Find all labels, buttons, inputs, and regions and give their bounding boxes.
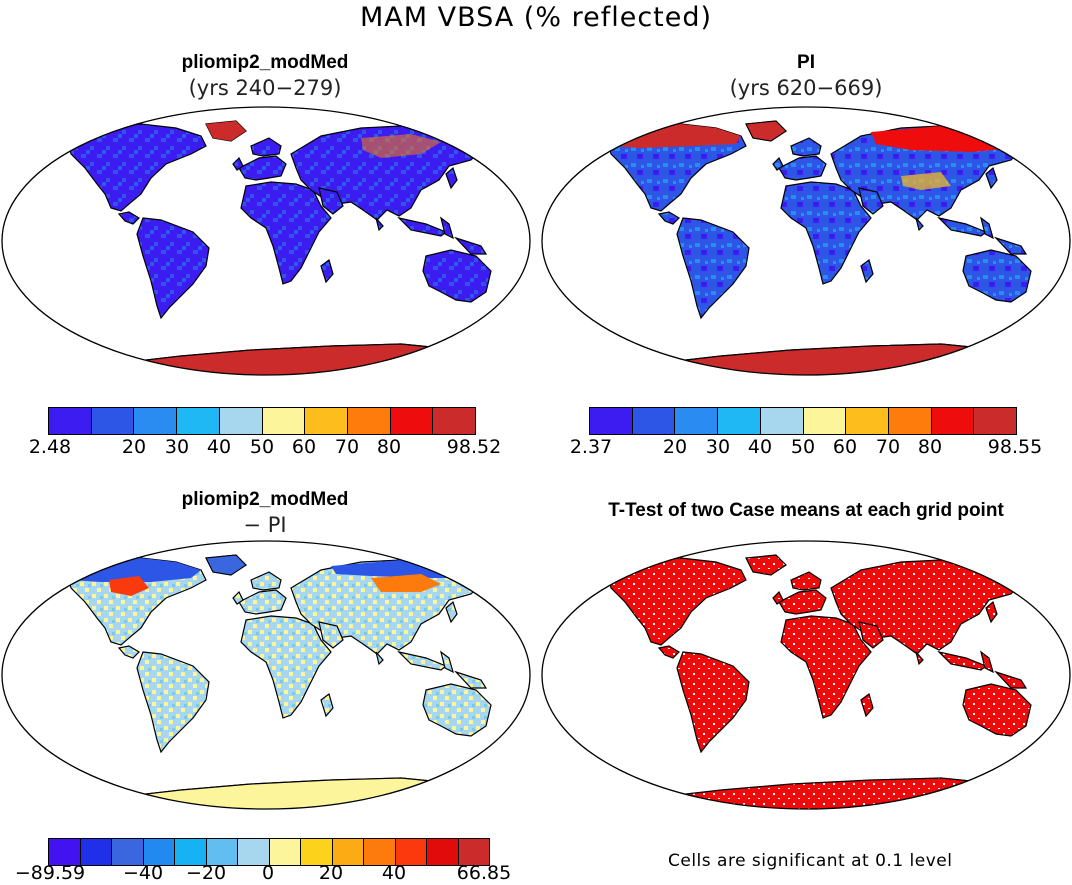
panel-3-title: pliomip2_modMed (181, 489, 349, 510)
colorbar-1-tick-label: 60 (291, 436, 317, 458)
colorbar-2-swatch (590, 408, 633, 434)
colorbar-3-tick-label: −89.59 (14, 862, 86, 884)
siberia-highlight (371, 574, 441, 592)
colorbar-2-swatch (632, 408, 676, 434)
colorbar-1-tick-label: 20 (121, 436, 147, 458)
panel-2-title: PI (797, 52, 815, 73)
colorbar-2-tick-label: 60 (832, 436, 858, 458)
colorbar-2-swatch (846, 408, 889, 434)
colorbar-2-swatch (931, 408, 975, 434)
greenland-highlight (745, 120, 787, 142)
colorbar-3-swatch (301, 839, 333, 865)
map-panel-3 (1, 540, 531, 810)
antarctica-highlight (650, 343, 1043, 375)
colorbar-1-swatch (134, 408, 178, 434)
arctic-canada-highlight (606, 124, 741, 148)
colorbar-3-swatch (206, 839, 238, 865)
colorbar-2-swatch (974, 408, 1017, 434)
colorbar-1-tick-label: 98.52 (446, 436, 502, 458)
colorbar-1-swatch (347, 408, 391, 434)
colorbar-1-tick-label: 80 (376, 436, 402, 458)
colorbar-2-swatch (675, 408, 719, 434)
colorbar-3-tick-label: 40 (381, 862, 407, 884)
colorbar-3-swatch (458, 839, 489, 865)
colorbar-1-tick-label: 70 (334, 436, 360, 458)
colorbar-2-tick-label: 2.37 (569, 436, 613, 458)
siberia-cool (331, 560, 471, 578)
panel-4-title: T-Test of two Case means at each grid po… (608, 500, 1004, 521)
colorbar-1-tick-label: 30 (164, 436, 190, 458)
colorbar-1-swatch (433, 408, 476, 434)
colorbar-2-swatch (888, 408, 932, 434)
colorbar-2-tick-label: 50 (790, 436, 816, 458)
map-panel-4 (541, 540, 1071, 810)
colorbar-2 (589, 407, 1017, 435)
panel-2-subtitle: (yrs 620−669) (729, 76, 883, 100)
map-panel-1 (1, 106, 531, 376)
colorbar-3-swatch (364, 839, 396, 865)
colorbar-1-swatch (305, 408, 348, 434)
colorbar-3-swatch (427, 839, 459, 865)
colorbar-2-tick-label: 98.55 (987, 436, 1043, 458)
colorbar-1-swatch (219, 408, 263, 434)
colorbar-3-swatch (112, 839, 144, 865)
colorbar-1 (48, 407, 476, 435)
antarctica-highlight (110, 777, 503, 809)
colorbar-1-swatch (262, 408, 306, 434)
siberia-highlight (361, 134, 441, 158)
colorbar-3-swatch (175, 839, 207, 865)
colorbar-1-swatch (177, 408, 220, 434)
colorbar-3-swatch (332, 839, 364, 865)
colorbar-2-tick-label: 40 (747, 436, 773, 458)
colorbar-3-tick-label: −40 (122, 862, 164, 884)
antarctica-highlight (110, 343, 503, 375)
colorbar-2-swatch (803, 408, 847, 434)
colorbar-3 (48, 838, 490, 866)
colorbar-3-swatch (49, 839, 81, 865)
central-asia-highlight (901, 172, 951, 190)
colorbar-2-tick-label: 80 (917, 436, 943, 458)
colorbar-1-swatch (49, 408, 92, 434)
colorbar-3-swatch (238, 839, 270, 865)
colorbar-1-tick-label: 2.48 (28, 436, 72, 458)
colorbar-3-swatch (395, 839, 427, 865)
significance-note: Cells are significant at 0.1 level (668, 851, 953, 871)
colorbar-3-tick-label: −20 (185, 862, 227, 884)
colorbar-3-tick-label: 66.85 (456, 862, 512, 884)
colorbar-2-swatch (760, 408, 804, 434)
panel-1-title: pliomip2_modMed (181, 52, 349, 73)
map-panel-2 (541, 106, 1071, 376)
colorbar-1-swatch (390, 408, 434, 434)
colorbar-1-swatch (91, 408, 135, 434)
colorbar-3-swatch (269, 839, 301, 865)
colorbar-1-tick-label: 50 (249, 436, 275, 458)
colorbar-1-tick-label: 40 (206, 436, 232, 458)
panel-3-subtitle: − PI (243, 513, 287, 537)
colorbar-3-tick-label: 0 (261, 862, 275, 884)
colorbar-3-swatch (80, 839, 112, 865)
greenland-highlight (205, 554, 247, 576)
colorbar-3-swatch (143, 839, 175, 865)
hudson-highlight (109, 576, 149, 596)
colorbar-2-swatch (718, 408, 761, 434)
colorbar-2-tick-label: 70 (875, 436, 901, 458)
panel-1-subtitle: (yrs 240−279) (188, 76, 342, 100)
greenland-highlight (206, 121, 246, 141)
colorbar-3-tick-label: 20 (318, 862, 344, 884)
colorbar-2-tick-label: 20 (662, 436, 688, 458)
colorbar-2-tick-label: 30 (705, 436, 731, 458)
figure-title: MAM VBSA (% reflected) (359, 2, 713, 33)
